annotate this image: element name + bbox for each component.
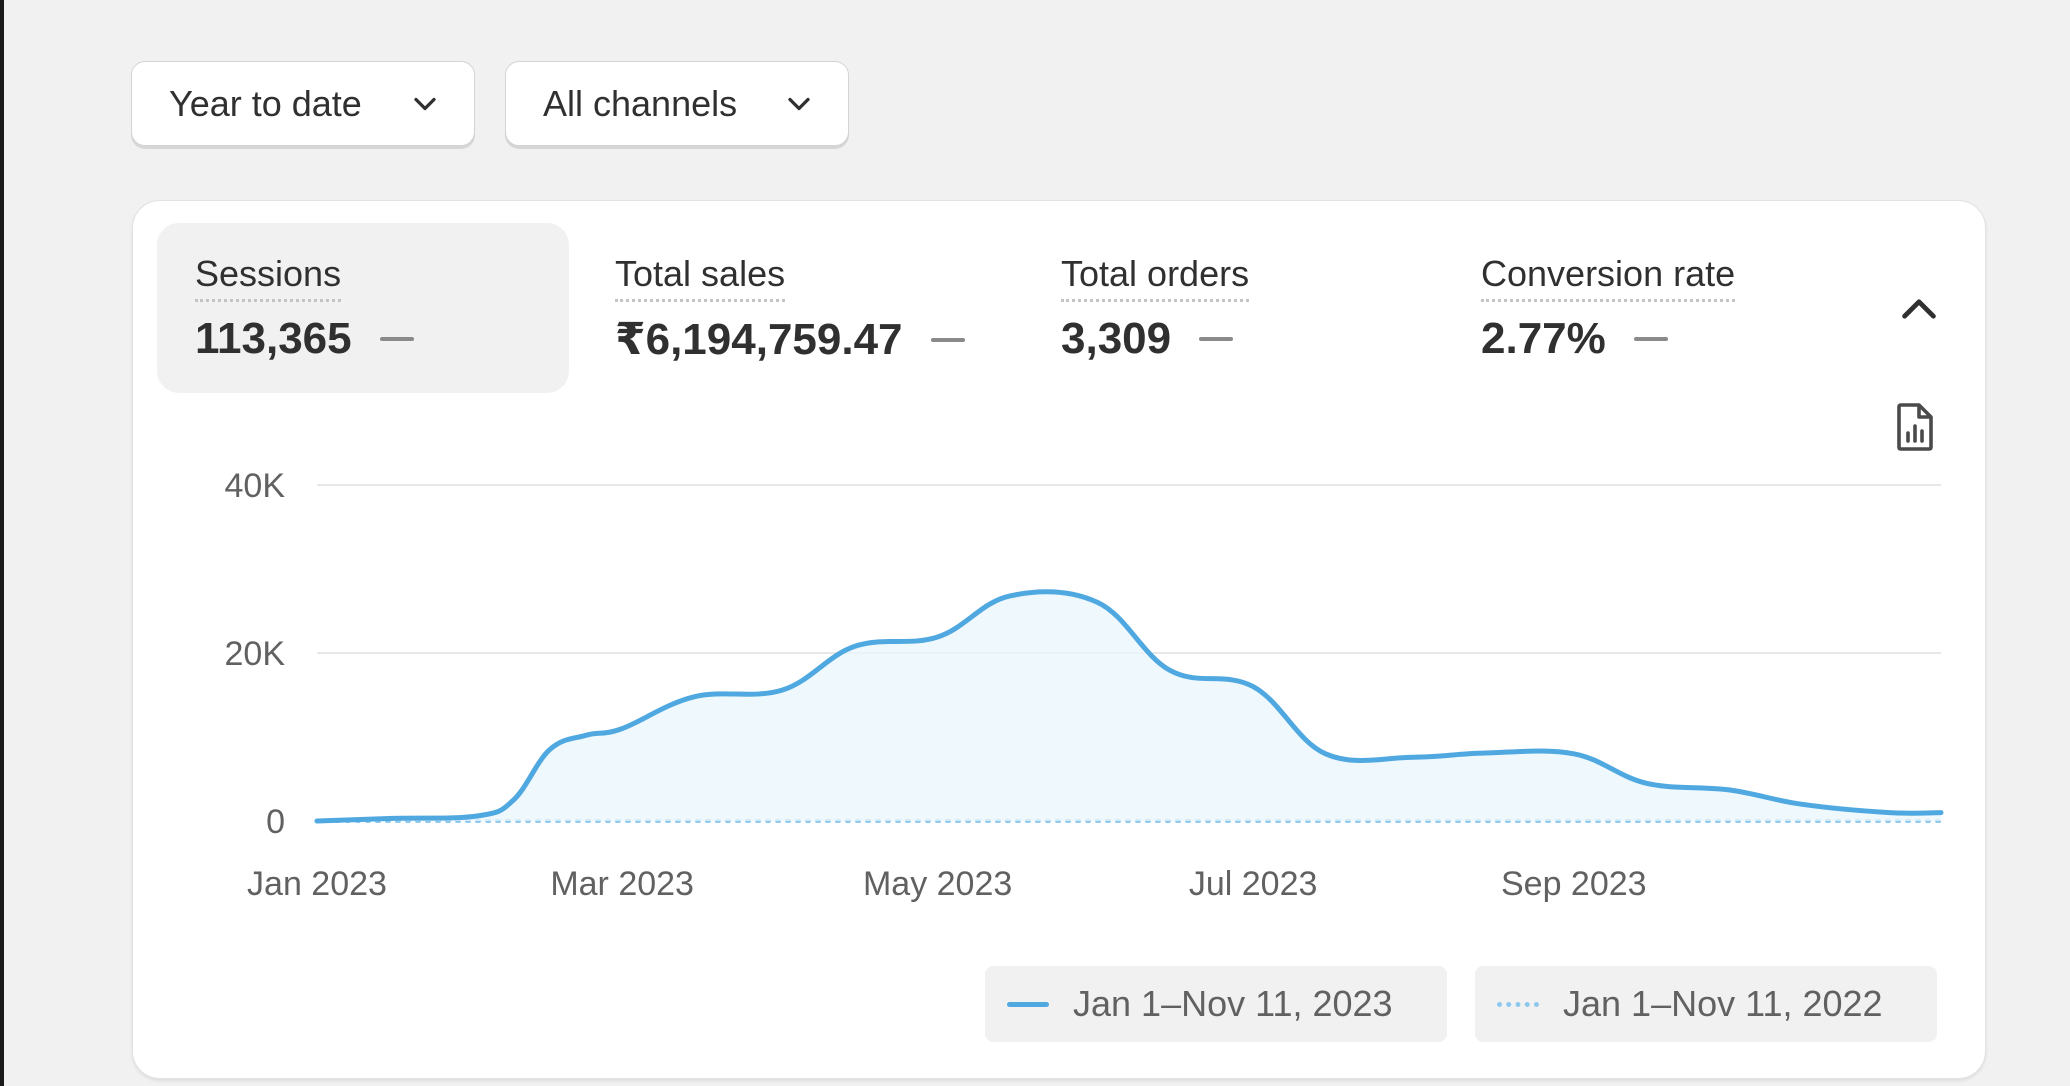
metric-value: ₹6,194,759.47 (615, 315, 903, 364)
metric-label: Total sales (615, 253, 786, 302)
trend-neutral-icon (1633, 337, 1668, 341)
y-tick-label: 40K (225, 467, 286, 505)
metric-value: 2.77% (1481, 314, 1606, 363)
trend-neutral-icon (379, 337, 414, 341)
date-range-dropdown[interactable]: Year to date (131, 61, 475, 146)
trend-neutral-icon (930, 337, 965, 342)
x-tick-label: May 2023 (863, 865, 1012, 903)
metric-label: Conversion rate (1481, 253, 1736, 302)
legend-label: Jan 1–Nov 11, 2022 (1563, 983, 1883, 1024)
analytics-card: Sessions 113,365 Total sales ₹6,194,759.… (132, 200, 1986, 1079)
metric-label: Sessions (195, 253, 342, 302)
y-tick-label: 20K (225, 635, 286, 673)
channel-label: All channels (543, 82, 738, 124)
legend-swatch-dotted (1497, 1001, 1539, 1007)
sessions-chart: 0 20K 40K Jan 2023 Mar 2023 May 2023 Jul 2023 S… (225, 467, 1944, 903)
metric-tab-conversion-rate[interactable]: Conversion rate 2.77% (1443, 223, 1863, 393)
filter-bar: Year to date All channels (131, 61, 849, 146)
window-edge (0, 0, 4, 1086)
y-tick-label: 0 (266, 803, 285, 841)
metric-tab-sessions[interactable]: Sessions 113,365 (157, 223, 569, 393)
legend-swatch-solid (1007, 1001, 1049, 1007)
chevron-down-icon (414, 97, 436, 110)
metric-tab-total-orders[interactable]: Total orders 3,309 (1023, 223, 1423, 393)
legend-item-previous-period[interactable]: Jan 1–Nov 11, 2022 (1475, 966, 1937, 1042)
x-tick-label: Jan 2023 (247, 865, 387, 903)
metric-label: Total orders (1061, 253, 1250, 302)
chevron-up-icon[interactable] (1895, 285, 1943, 333)
metric-value: 113,365 (195, 314, 352, 363)
chart-report-icon[interactable] (1885, 397, 1945, 457)
x-tick-label: Mar 2023 (550, 865, 694, 903)
series-line-current (314, 589, 1944, 824)
metric-value: 3,309 (1061, 314, 1172, 363)
channel-dropdown[interactable]: All channels (505, 61, 849, 146)
legend-item-current-period[interactable]: Jan 1–Nov 11, 2023 (985, 966, 1447, 1042)
chevron-down-icon (788, 97, 810, 110)
series-area-current (317, 591, 1941, 821)
trend-neutral-icon (1199, 337, 1234, 341)
x-tick-label: Jul 2023 (1189, 865, 1318, 903)
x-tick-label: Sep 2023 (1501, 865, 1647, 903)
date-range-label: Year to date (169, 82, 362, 124)
legend-label: Jan 1–Nov 11, 2023 (1073, 983, 1393, 1024)
metric-tab-total-sales[interactable]: Total sales ₹6,194,759.47 (577, 223, 997, 393)
